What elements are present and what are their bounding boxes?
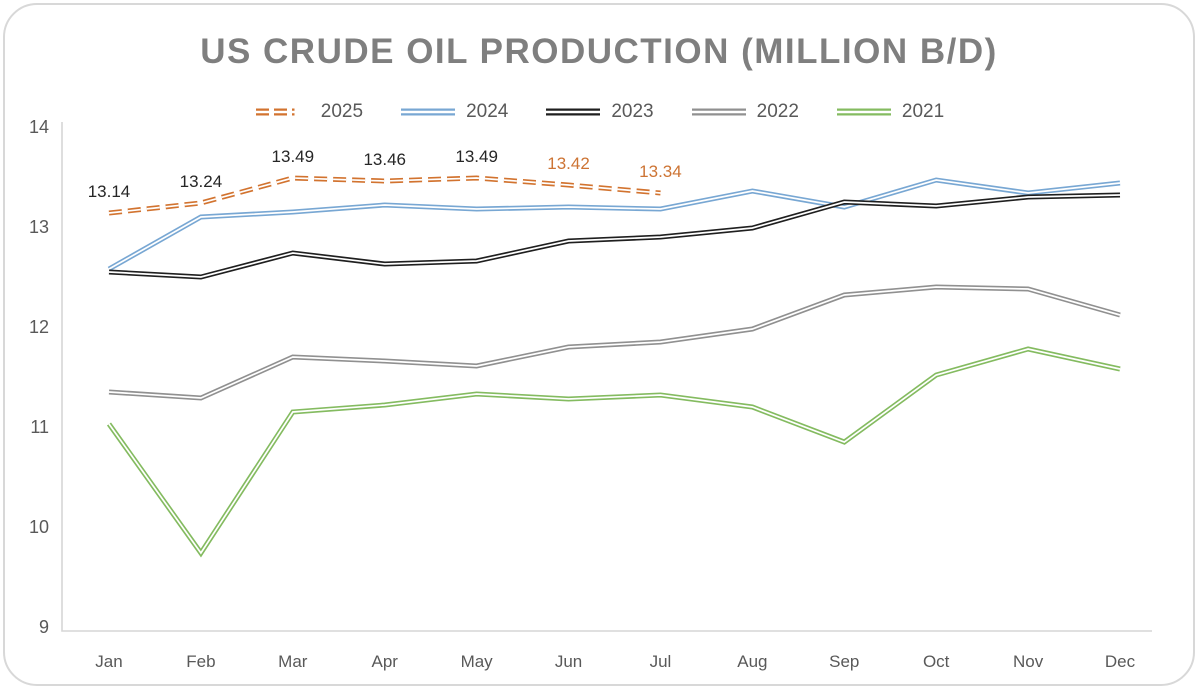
series-line-2022 — [108, 284, 1121, 401]
series-line-core-2024 — [108, 179, 1121, 270]
legend-label-2024: 2024 — [466, 101, 509, 122]
axis-lines — [61, 122, 1152, 632]
tick-label: Aug — [737, 652, 767, 671]
series-line-core-2025 — [108, 177, 661, 214]
series-line-core-2022 — [108, 286, 1121, 399]
tick-label: 14 — [29, 117, 49, 137]
legend-label-2025: 2025 — [320, 101, 364, 122]
tick-label: 10 — [29, 517, 49, 537]
legend-label-2023: 2023 — [611, 101, 654, 122]
tick-label: 9 — [39, 617, 49, 637]
data-label-2025-Apr: 13.46 — [363, 150, 406, 169]
legend-item-2022: 2022 — [690, 101, 799, 123]
legend-label-2022: 2022 — [756, 101, 799, 122]
tick-label: Jun — [555, 652, 582, 671]
legend-swatch-2022 — [691, 108, 746, 116]
chart-canvas: 14 13 12 11 10 9 Jan Feb Mar Apr May Jun Jul Aug Sep Oc… — [29, 117, 1152, 671]
data-label-2025-Jun: 13.42 — [547, 154, 590, 173]
data-label-2025-Jan: 13.14 — [88, 182, 131, 201]
tick-label: May — [461, 652, 494, 671]
tick-label: Feb — [186, 652, 215, 671]
legend-item-2025: 2025 — [254, 101, 363, 123]
legend-item-2023: 2023 — [544, 101, 654, 123]
legend-item-2024: 2024 — [399, 101, 508, 123]
legend-label-2021: 2021 — [901, 101, 945, 122]
tick-label: Mar — [278, 652, 308, 671]
chart-legend: 2025 2024 2023 2022 2021 — [5, 101, 1193, 123]
chart-title: US CRUDE OIL PRODUCTION (MILLION B/D) — [200, 32, 998, 71]
tick-label: Sep — [829, 652, 859, 671]
tick-label: Apr — [371, 652, 398, 671]
legend-swatch-2023 — [546, 108, 601, 116]
tick-label: Jan — [95, 652, 122, 671]
legend-item-2021: 2021 — [835, 101, 944, 123]
series-line-2021 — [106, 346, 1121, 558]
tick-label: 13 — [29, 217, 49, 237]
data-label-2025-Mar: 13.49 — [272, 147, 315, 166]
tick-label: Oct — [923, 652, 950, 671]
series-line-core-2021 — [108, 348, 1121, 555]
tick-label: Nov — [1013, 652, 1044, 671]
tick-label: Dec — [1105, 652, 1136, 671]
data-label-2025-Jul: 13.34 — [639, 162, 682, 181]
series-line-core-2023 — [108, 194, 1121, 278]
data-label-2025-May: 13.49 — [455, 147, 498, 166]
legend-swatch-2021 — [836, 108, 891, 116]
legend-swatch-2024 — [401, 108, 456, 116]
data-label-2025-Feb: 13.24 — [180, 172, 223, 191]
chart-card: 14 13 12 11 10 9 Jan Feb Mar Apr May Jun Jul Aug Sep Oc… — [3, 3, 1195, 686]
tick-label: Jul — [650, 652, 672, 671]
legend-swatch-2025 — [255, 108, 310, 116]
series-line-2024 — [107, 177, 1121, 272]
tick-label: 12 — [29, 317, 49, 337]
tick-label: 11 — [30, 417, 49, 437]
